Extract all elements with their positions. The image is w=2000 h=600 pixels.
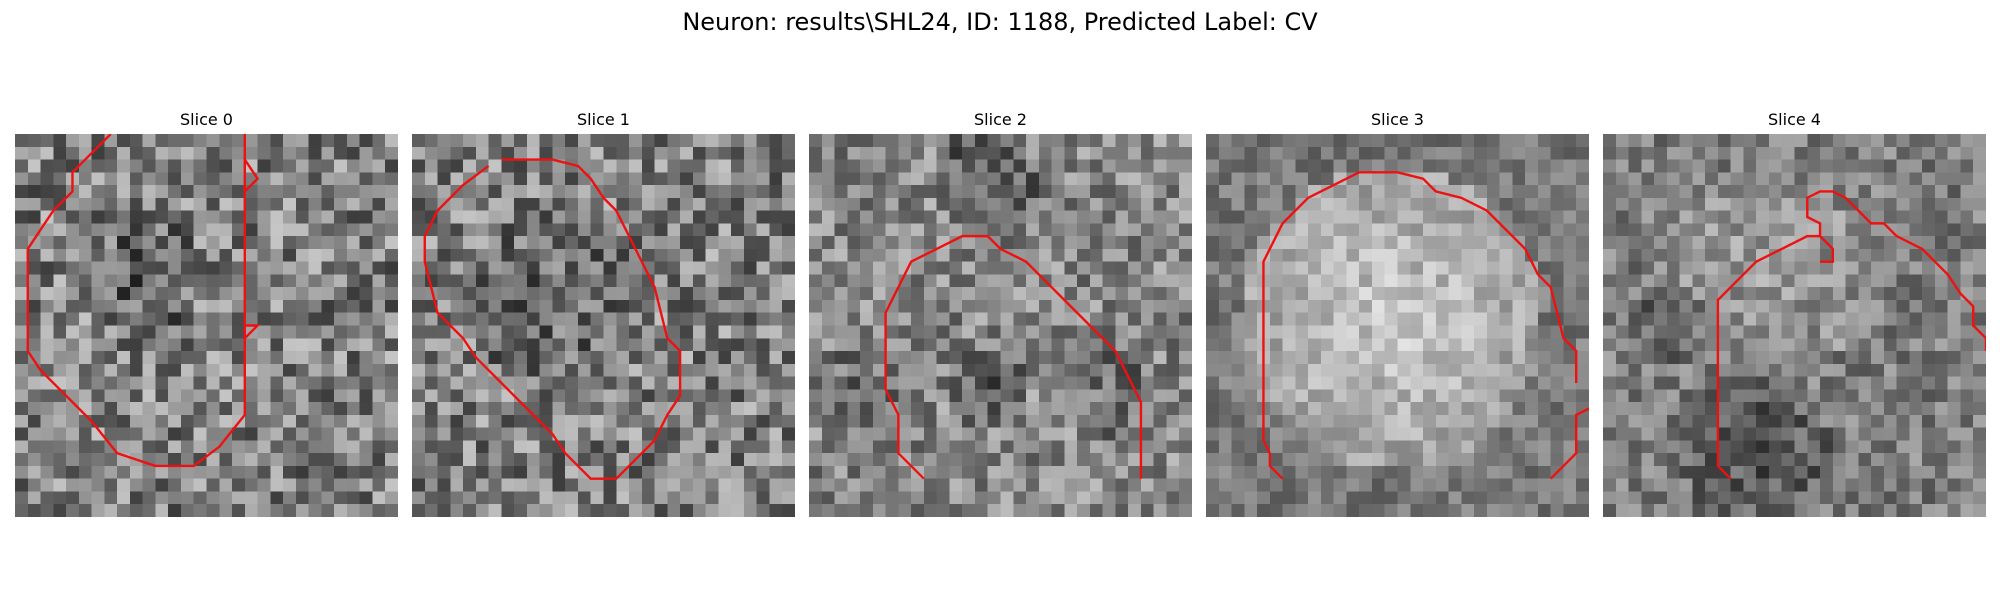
slice-image-3	[1206, 134, 1589, 517]
segmentation-contour	[1820, 236, 1833, 262]
slice-title-3: Slice 3	[1371, 110, 1424, 129]
segmentation-contour	[1718, 191, 1986, 478]
slice-panel-2: Slice 2	[809, 110, 1192, 517]
segmentation-contour	[28, 134, 258, 466]
slice-panel-0: Slice 0	[15, 110, 398, 517]
slice-panel-4: Slice 4	[1603, 110, 1986, 517]
slice-title-4: Slice 4	[1768, 110, 1821, 129]
segmentation-contour	[1551, 408, 1589, 478]
segmentation-contour	[425, 160, 680, 479]
figure-title: Neuron: results\SHL24, ID: 1188, Predict…	[682, 8, 1318, 36]
slice-image-0	[15, 134, 398, 517]
slice-image-2	[809, 134, 1192, 517]
slice-title-0: Slice 0	[180, 110, 233, 129]
slice-title-2: Slice 2	[974, 110, 1027, 129]
segmentation-contour	[1263, 172, 1576, 478]
slice-image-4	[1603, 134, 1986, 517]
slice-title-1: Slice 1	[577, 110, 630, 129]
slice-image-1	[412, 134, 795, 517]
segmentation-contour	[886, 236, 1141, 479]
slice-panel-1: Slice 1	[412, 110, 795, 517]
slice-panel-3: Slice 3	[1206, 110, 1589, 517]
